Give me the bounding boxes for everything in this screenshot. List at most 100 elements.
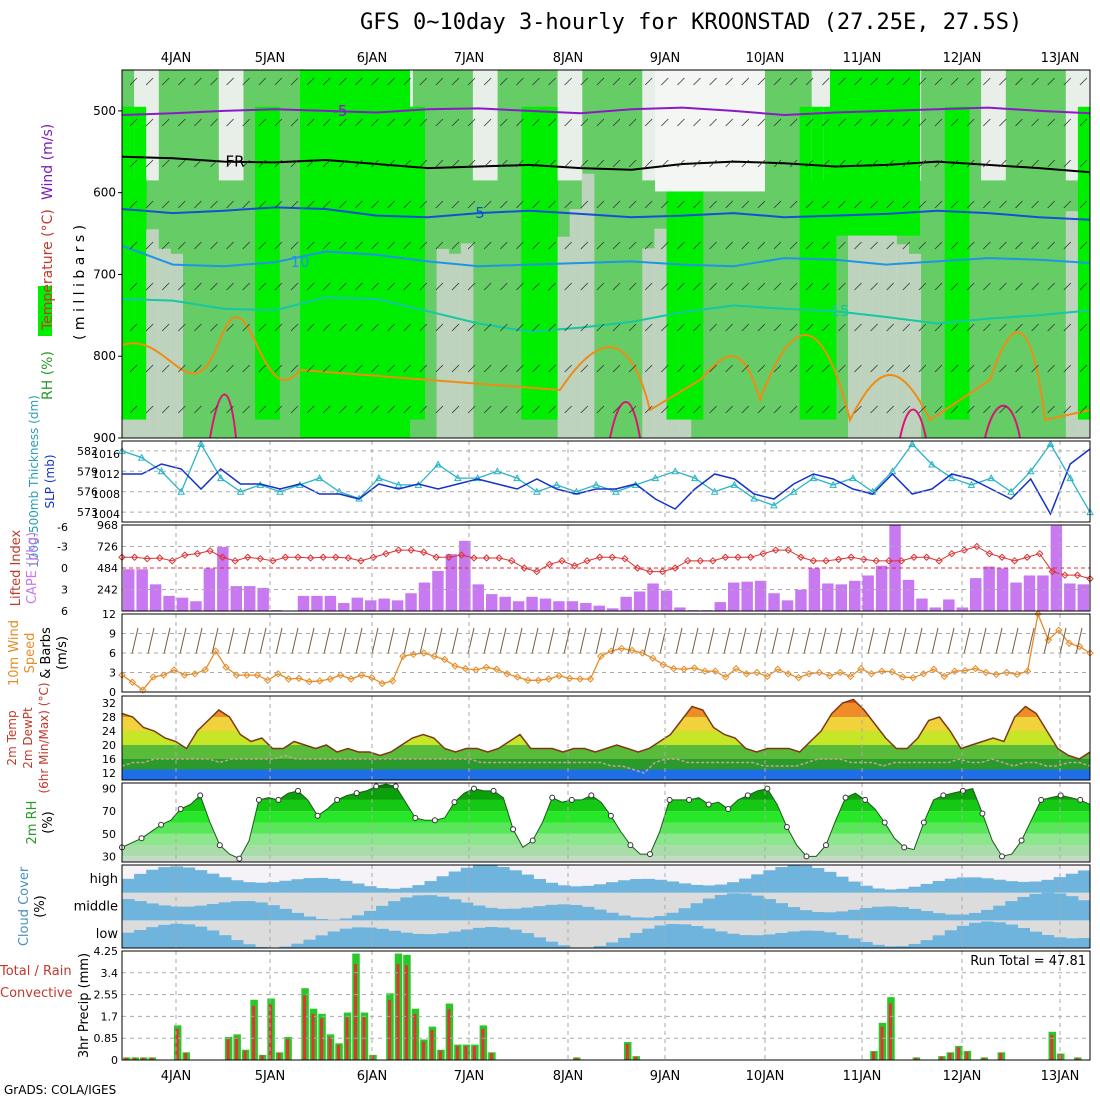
cloud-cell xyxy=(255,902,268,921)
wind-barb xyxy=(1043,627,1051,655)
wind-barb xyxy=(371,200,379,209)
wind-barb xyxy=(419,282,428,291)
wind-speed-point xyxy=(961,666,969,675)
cloud-cell xyxy=(593,945,607,948)
rh-low-patch xyxy=(908,253,922,438)
wind-barb xyxy=(322,364,331,373)
wind-barb xyxy=(419,364,428,373)
axis-label-text: (%) xyxy=(41,811,56,834)
wind-barb xyxy=(902,241,911,250)
wind-barb xyxy=(371,241,379,250)
cloud-level-label: high xyxy=(90,872,118,887)
wind-barb xyxy=(950,118,959,127)
thickness-point xyxy=(849,474,857,482)
wind-barb xyxy=(371,323,379,332)
cloud-cell xyxy=(727,933,740,948)
wind-barb xyxy=(822,405,830,414)
y-tick-label: 1008 xyxy=(92,488,120,501)
wind-barb xyxy=(483,405,492,414)
wind-barb xyxy=(387,282,395,291)
cloud-cell xyxy=(279,908,292,921)
wind-barb xyxy=(596,282,605,291)
cape-bar xyxy=(472,584,484,611)
axis-label-text: SLP (mb) xyxy=(43,454,57,508)
wind-barb xyxy=(564,241,572,250)
wind-barb xyxy=(675,627,683,655)
thickness-point xyxy=(592,480,600,488)
wind-barb xyxy=(983,364,991,373)
cape-bar xyxy=(1010,582,1022,611)
cloud-cell xyxy=(981,921,994,948)
precip-convective-bar xyxy=(141,1057,145,1060)
wind-barb xyxy=(628,323,637,332)
lifted-index-point xyxy=(910,553,918,561)
cloud-cell xyxy=(339,918,353,921)
cape-bar xyxy=(445,554,458,611)
cape-bar xyxy=(217,547,229,611)
lifted-index-point xyxy=(357,557,365,565)
cape-bar xyxy=(647,583,659,611)
wind-barb xyxy=(1031,282,1039,291)
cloud-cell xyxy=(122,932,135,948)
wind-barb xyxy=(1047,159,1055,168)
precip-legend-convective: Convective xyxy=(0,986,73,1001)
wind-barb xyxy=(178,159,186,168)
panel-axis-label: 10m Wind xyxy=(7,620,22,686)
cloud-cell xyxy=(981,909,994,921)
rh-point xyxy=(373,783,380,790)
wind-barb xyxy=(564,118,572,127)
wind-barb xyxy=(403,323,411,332)
wind-barb xyxy=(306,241,315,250)
wind-barb xyxy=(435,282,444,291)
lifted-index-point xyxy=(181,551,189,559)
wind-barb xyxy=(1015,77,1023,86)
rh-point xyxy=(510,826,517,833)
y-tick-label: 3.4 xyxy=(101,967,119,980)
cloud-cell xyxy=(146,927,159,948)
wind-barb xyxy=(274,405,283,414)
wind-barb xyxy=(178,323,186,332)
thickness-point xyxy=(908,439,917,447)
cloud-cell xyxy=(981,878,994,893)
rh-point xyxy=(1077,796,1084,803)
lifted-index-point xyxy=(256,554,264,563)
wind-barb xyxy=(709,405,717,414)
wind-barb xyxy=(628,364,637,373)
wind-barb xyxy=(966,364,975,373)
wind-speed-point xyxy=(139,686,147,694)
date-label-bottom: 6JAN xyxy=(357,1069,388,1084)
y-tick-label: 4.25 xyxy=(94,945,119,958)
wind-barb xyxy=(532,200,540,209)
wind-barb xyxy=(355,364,363,373)
cloud-cell xyxy=(448,931,462,948)
wind-barb xyxy=(1063,118,1072,127)
cloud-cell xyxy=(642,928,655,948)
wind-barb xyxy=(789,364,798,373)
thickness-point xyxy=(928,460,936,468)
cloud-cell xyxy=(388,930,401,948)
wind-barb xyxy=(755,627,763,655)
wind-barb xyxy=(129,159,138,168)
cloud-cell xyxy=(1065,896,1079,921)
wind-barb xyxy=(854,200,862,209)
wind-barb xyxy=(532,241,540,250)
wind-barb xyxy=(194,159,202,168)
wind-barb xyxy=(339,405,347,414)
cloud-cell xyxy=(618,937,631,948)
rh-dry-patch xyxy=(642,70,655,181)
cloud-cell xyxy=(364,910,377,921)
wind-barb xyxy=(500,118,508,127)
wind-barb xyxy=(661,159,669,168)
cloud-cell xyxy=(243,944,256,948)
wind-barb xyxy=(963,627,971,655)
wind-barb xyxy=(707,627,715,655)
thickness-point xyxy=(137,453,146,461)
axis-label-text: Speed xyxy=(23,633,38,674)
wind-barb xyxy=(644,405,653,414)
wind-barb xyxy=(226,159,234,168)
wind-barb xyxy=(1011,627,1019,655)
wind-barb xyxy=(787,627,795,655)
date-label-bottom: 11JAN xyxy=(843,1069,882,1084)
wind-barb xyxy=(757,77,766,86)
cape-bar xyxy=(190,601,202,611)
